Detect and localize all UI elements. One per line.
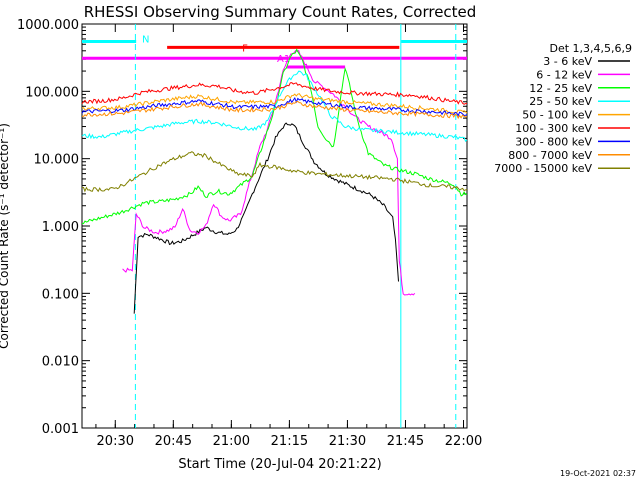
y-tick-label: 0.001 <box>42 422 79 437</box>
state-bar-label: A1 <box>277 54 290 65</box>
y-tick-label: 0.100 <box>42 287 79 302</box>
legend-title: Det 1,3,4,5,6,9 <box>549 42 632 55</box>
plot-axes <box>81 23 468 429</box>
x-tick-label: 22:00 <box>445 434 482 449</box>
series-line <box>82 93 468 114</box>
series-lines <box>81 48 468 314</box>
legend-entry: 300 - 800 keV <box>515 135 592 148</box>
series-line <box>81 151 468 193</box>
x-tick-label: 21:45 <box>387 434 424 449</box>
legend-entry: 12 - 25 keV <box>529 82 592 95</box>
x-tick-label: 21:30 <box>329 434 366 449</box>
state-bar-label: N <box>142 34 149 45</box>
series-line <box>81 48 468 225</box>
plot-frame <box>81 23 468 429</box>
state-bars: N F A1 <box>82 34 467 69</box>
legend-entry: 6 - 12 keV <box>536 68 592 81</box>
y-tick-label: 1000.000 <box>17 18 79 33</box>
y-tick-label: 10.000 <box>34 153 80 168</box>
series-line <box>81 82 468 105</box>
y-tick-label: 0.010 <box>42 355 79 370</box>
series-line <box>81 96 468 117</box>
x-tick-labels: 20:30 20:45 21:00 21:15 21:30 21:45 22:00 <box>97 434 483 449</box>
footer-timestamp: 19-Oct-2021 02:37 <box>560 469 636 478</box>
state-vlines <box>134 24 457 428</box>
y-axis-label: Corrected Count Rate (s⁻¹ detector⁻¹) <box>0 123 11 349</box>
legend-entry: 25 - 50 keV <box>529 95 592 108</box>
series-line <box>133 122 399 314</box>
legend-entry: 100 - 300 keV <box>515 122 592 135</box>
legend-entry: 800 - 7000 keV <box>508 149 592 162</box>
chart-title: RHESSI Observing Summary Count Rates, Co… <box>84 3 477 21</box>
legend-entry: 7000 - 15000 keV <box>494 162 592 175</box>
legend-entry: 50 - 100 keV <box>522 109 592 122</box>
series-line <box>122 49 416 296</box>
series-line <box>81 70 468 143</box>
legend-entry: 3 - 6 keV <box>543 55 592 68</box>
x-tick-label: 21:15 <box>271 434 308 449</box>
state-bar-label: F <box>242 43 248 54</box>
series-line <box>81 100 468 120</box>
x-axis-label: Start Time (20-Jul-04 20:21:22) <box>178 457 381 472</box>
x-tick-label: 21:00 <box>213 434 250 449</box>
x-tick-label: 20:45 <box>155 434 192 449</box>
y-tick-label: 100.000 <box>25 85 79 100</box>
y-tick-label: 1.000 <box>42 220 79 235</box>
x-tick-label: 20:30 <box>97 434 134 449</box>
y-tick-labels: 1000.000 100.000 10.000 1.000 0.100 0.010 0.00… <box>17 18 79 437</box>
